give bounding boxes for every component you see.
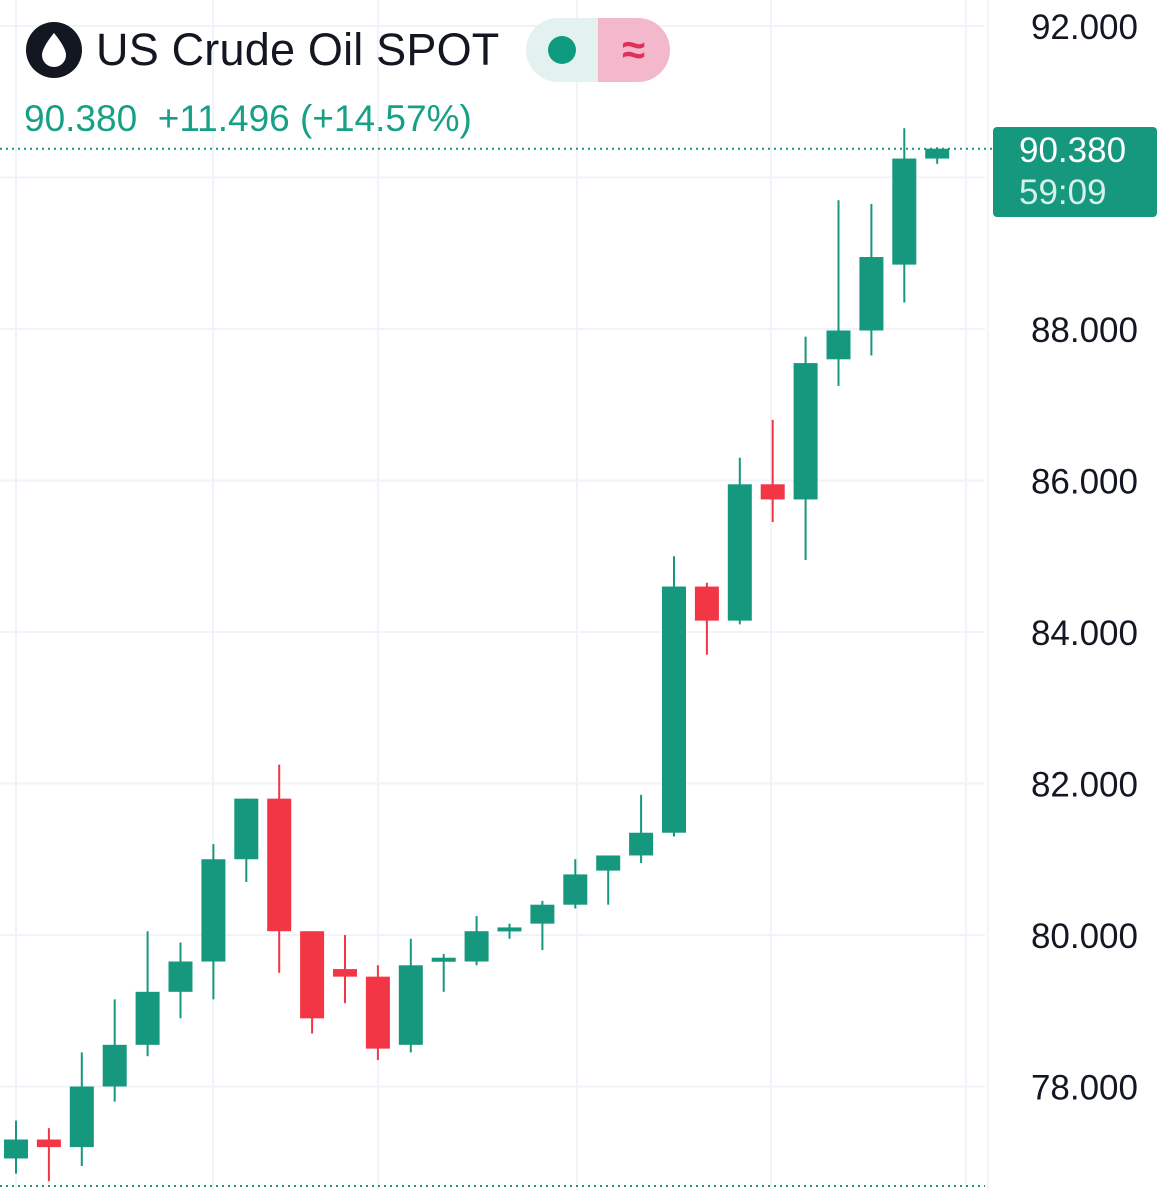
last-price-label: 90.380 59:09 — [993, 127, 1157, 217]
candle-down — [694, 582, 719, 655]
price-tick-label: 92.000 — [1031, 8, 1138, 47]
candle-body — [826, 330, 851, 360]
candle-down — [365, 965, 390, 1060]
bar-countdown: 59:09 — [1019, 173, 1107, 212]
candle-body — [4, 1139, 28, 1159]
price-tick-label: 82.000 — [1031, 766, 1138, 805]
candle-up — [234, 798, 259, 882]
candle-up — [727, 457, 752, 625]
candles — [4, 128, 950, 1182]
candle-up — [530, 900, 555, 951]
price-axis: 92.000 88.000 86.000 84.000 82.000 80.000 78.0… — [1031, 8, 1138, 1108]
status-pill[interactable]: ≈ — [525, 18, 670, 82]
symbol-title: US Crude Oil SPOT — [96, 24, 500, 75]
candle-body — [629, 832, 654, 856]
candle-up — [826, 200, 851, 386]
last-price-value: 90.380 — [1019, 131, 1127, 170]
candle-down — [300, 931, 325, 1034]
chart-grid — [0, 0, 989, 1190]
candle-body — [102, 1044, 127, 1087]
candle-body — [497, 927, 522, 932]
price-tick-label: 86.000 — [1031, 463, 1138, 502]
symbol-header: US Crude Oil SPOT ≈ — [26, 18, 670, 82]
oil-drop-icon — [26, 22, 82, 78]
candle-down — [36, 1128, 61, 1182]
candle-body — [464, 931, 489, 962]
candle-body — [760, 484, 785, 500]
candle-body — [563, 874, 588, 905]
candle-up — [892, 128, 917, 303]
candle-body — [859, 257, 884, 331]
candle-body — [892, 158, 917, 265]
candle-body — [69, 1086, 94, 1148]
candle-body — [36, 1139, 61, 1148]
candle-body — [267, 798, 292, 932]
candle-down — [267, 764, 292, 973]
candle-body — [530, 904, 555, 924]
quote-line: 90.380 +11.496 (+14.57%) — [24, 98, 472, 140]
candle-body — [234, 798, 259, 860]
candle-body — [168, 961, 193, 992]
price-tick-label: 80.000 — [1031, 917, 1138, 956]
candle-body — [398, 965, 423, 1045]
candle-up — [629, 794, 654, 864]
price-tick-label: 78.000 — [1031, 1069, 1138, 1108]
candle-up — [925, 147, 950, 164]
status-dot-icon — [547, 36, 576, 64]
candle-body — [662, 586, 686, 833]
candle-up — [135, 931, 160, 1057]
candle-body — [201, 859, 226, 962]
price-tick-label: 88.000 — [1031, 311, 1138, 350]
price-change-percent: (+14.57%) — [300, 98, 472, 139]
candle-up — [431, 953, 456, 992]
candle-body — [727, 484, 752, 621]
candle-body — [431, 957, 456, 962]
candle-up — [168, 942, 193, 1019]
candle-down — [760, 419, 785, 523]
price-change: +11.496 — [157, 98, 290, 139]
candle-up — [398, 938, 423, 1053]
candle-up — [102, 999, 127, 1102]
candle-up — [793, 336, 818, 561]
candle-body — [135, 991, 160, 1045]
candle-body — [333, 969, 357, 977]
candle-body — [694, 586, 719, 621]
candle-body — [596, 855, 621, 871]
candle-up — [4, 1120, 28, 1174]
candle-up — [201, 844, 226, 1000]
candle-up — [662, 556, 686, 837]
candle-up — [69, 1052, 94, 1167]
candle-down — [333, 935, 357, 1004]
candle-body — [365, 976, 390, 1049]
candle-up — [464, 916, 489, 966]
candle-up — [859, 204, 884, 356]
price-tick-label: 84.000 — [1031, 614, 1138, 653]
last-price-line — [0, 147, 993, 1187]
candle-up — [563, 859, 588, 909]
approx-data-icon[interactable]: ≈ — [597, 18, 670, 82]
candle-up — [596, 855, 621, 905]
last-price: 90.380 — [24, 98, 138, 139]
candle-body — [925, 148, 950, 159]
candle-up — [497, 923, 522, 939]
candle-body — [793, 363, 818, 500]
market-open-indicator[interactable] — [525, 18, 598, 82]
candle-body — [300, 931, 325, 1019]
